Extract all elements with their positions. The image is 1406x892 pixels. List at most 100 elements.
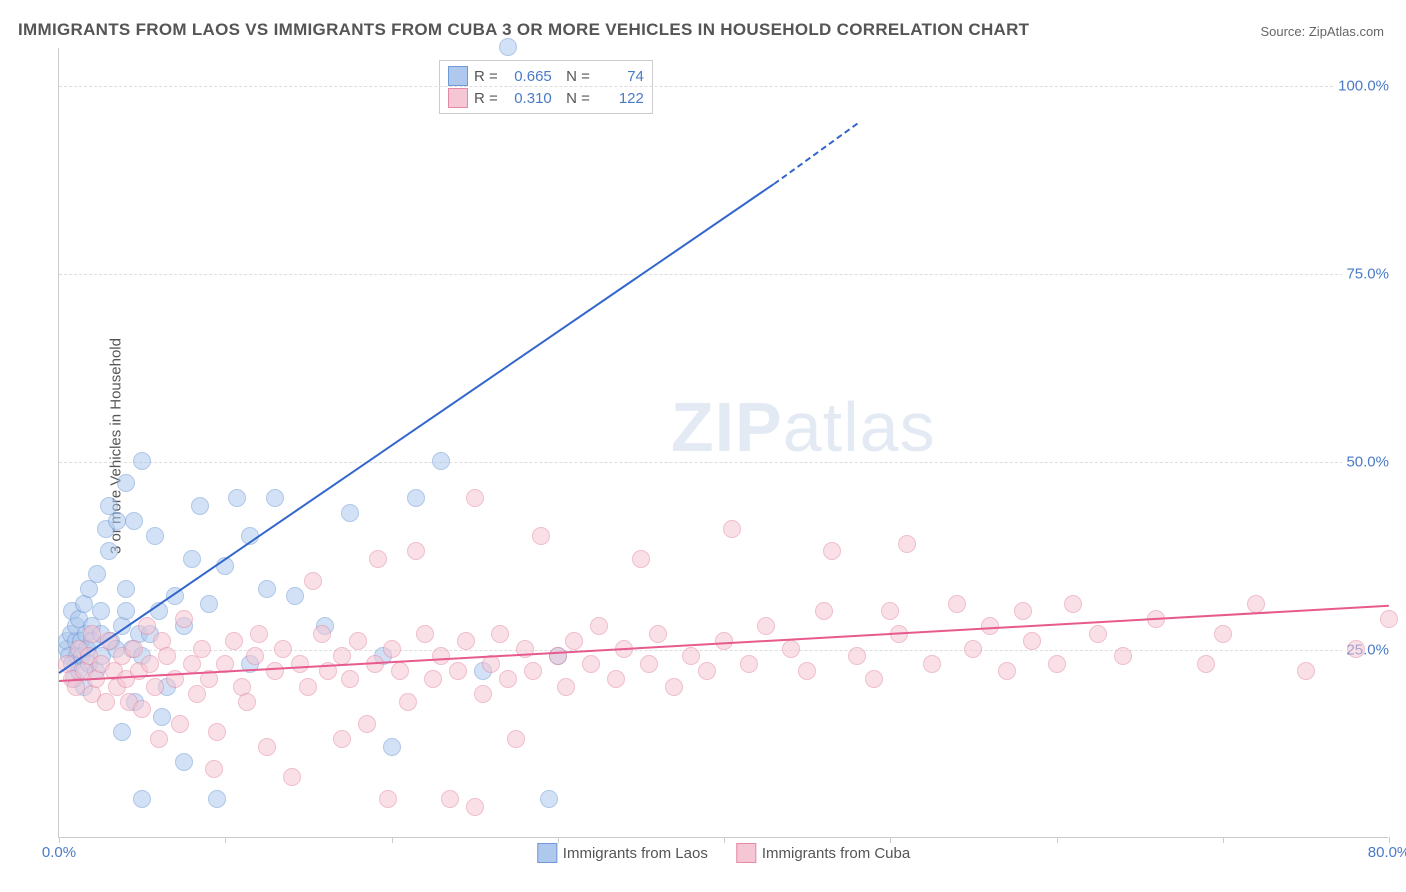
data-point bbox=[1297, 662, 1315, 680]
data-point bbox=[432, 647, 450, 665]
data-point bbox=[507, 730, 525, 748]
data-point bbox=[266, 489, 284, 507]
data-point bbox=[175, 610, 193, 628]
data-point bbox=[141, 655, 159, 673]
data-point bbox=[250, 625, 268, 643]
data-point bbox=[557, 678, 575, 696]
data-point bbox=[499, 38, 517, 56]
x-tick bbox=[1389, 837, 1390, 843]
data-point bbox=[125, 512, 143, 530]
data-point bbox=[97, 693, 115, 711]
y-tick-label: 50.0% bbox=[1342, 453, 1393, 470]
data-point bbox=[146, 678, 164, 696]
data-point bbox=[1023, 632, 1041, 650]
data-point bbox=[1380, 610, 1398, 628]
data-point bbox=[208, 790, 226, 808]
data-point bbox=[92, 602, 110, 620]
data-point bbox=[117, 474, 135, 492]
legend-item: Immigrants from Cuba bbox=[736, 843, 910, 863]
legend-item: Immigrants from Laos bbox=[537, 843, 708, 863]
data-point bbox=[640, 655, 658, 673]
x-tick-label: 0.0% bbox=[42, 844, 76, 861]
data-point bbox=[258, 738, 276, 756]
data-point bbox=[369, 550, 387, 568]
data-point bbox=[188, 685, 206, 703]
data-point bbox=[193, 640, 211, 658]
data-point bbox=[258, 580, 276, 598]
data-point bbox=[383, 640, 401, 658]
y-tick-label: 100.0% bbox=[1334, 77, 1393, 94]
data-point bbox=[113, 723, 131, 741]
data-point bbox=[474, 685, 492, 703]
data-point bbox=[238, 693, 256, 711]
data-point bbox=[341, 670, 359, 688]
data-point bbox=[379, 790, 397, 808]
data-point bbox=[998, 662, 1016, 680]
correlation-stats-box: R =0.665 N =74R =0.310 N =122 bbox=[439, 60, 653, 114]
data-point bbox=[1214, 625, 1232, 643]
series-legend: Immigrants from Laos Immigrants from Cuba bbox=[537, 843, 910, 863]
stat-label: N = bbox=[558, 90, 590, 107]
data-point bbox=[228, 489, 246, 507]
data-point bbox=[283, 768, 301, 786]
data-point bbox=[183, 655, 201, 673]
data-point bbox=[208, 723, 226, 741]
x-tick bbox=[724, 837, 725, 843]
data-point bbox=[424, 670, 442, 688]
stat-label: N = bbox=[558, 68, 590, 85]
data-point bbox=[491, 625, 509, 643]
data-point bbox=[117, 580, 135, 598]
data-point bbox=[100, 542, 118, 560]
watermark: ZIPatlas bbox=[671, 387, 936, 467]
data-point bbox=[391, 662, 409, 680]
data-point bbox=[133, 700, 151, 718]
data-point bbox=[632, 550, 650, 568]
gridline bbox=[59, 462, 1388, 463]
data-point bbox=[923, 655, 941, 673]
data-point bbox=[782, 640, 800, 658]
x-tick bbox=[225, 837, 226, 843]
data-point bbox=[1048, 655, 1066, 673]
x-tick bbox=[1057, 837, 1058, 843]
data-point bbox=[457, 632, 475, 650]
data-point bbox=[333, 730, 351, 748]
data-point bbox=[1014, 602, 1032, 620]
data-point bbox=[441, 790, 459, 808]
data-point bbox=[313, 625, 331, 643]
data-point bbox=[590, 617, 608, 635]
legend-swatch bbox=[448, 66, 468, 86]
data-point bbox=[383, 738, 401, 756]
data-point bbox=[757, 617, 775, 635]
data-point bbox=[499, 670, 517, 688]
x-tick bbox=[890, 837, 891, 843]
data-point bbox=[1347, 640, 1365, 658]
data-point bbox=[341, 504, 359, 522]
n-value: 74 bbox=[596, 68, 644, 85]
data-point bbox=[299, 678, 317, 696]
data-point bbox=[649, 625, 667, 643]
data-point bbox=[798, 662, 816, 680]
data-point bbox=[133, 452, 151, 470]
data-point bbox=[532, 527, 550, 545]
data-point bbox=[740, 655, 758, 673]
r-value: 0.665 bbox=[504, 68, 552, 85]
data-point bbox=[205, 760, 223, 778]
gridline bbox=[59, 86, 1388, 87]
data-point bbox=[407, 489, 425, 507]
chart-title: IMMIGRANTS FROM LAOS VS IMMIGRANTS FROM … bbox=[18, 20, 1029, 40]
data-point bbox=[565, 632, 583, 650]
data-point bbox=[399, 693, 417, 711]
legend-label: Immigrants from Laos bbox=[563, 845, 708, 862]
data-point bbox=[1247, 595, 1265, 613]
data-point bbox=[964, 640, 982, 658]
data-point bbox=[407, 542, 425, 560]
data-point bbox=[898, 535, 916, 553]
trend-line bbox=[59, 605, 1389, 682]
gridline bbox=[59, 274, 1388, 275]
stats-row: R =0.665 N =74 bbox=[448, 65, 644, 87]
data-point bbox=[865, 670, 883, 688]
data-point bbox=[815, 602, 833, 620]
data-point bbox=[158, 647, 176, 665]
data-point bbox=[200, 595, 218, 613]
stat-label: R = bbox=[474, 90, 498, 107]
